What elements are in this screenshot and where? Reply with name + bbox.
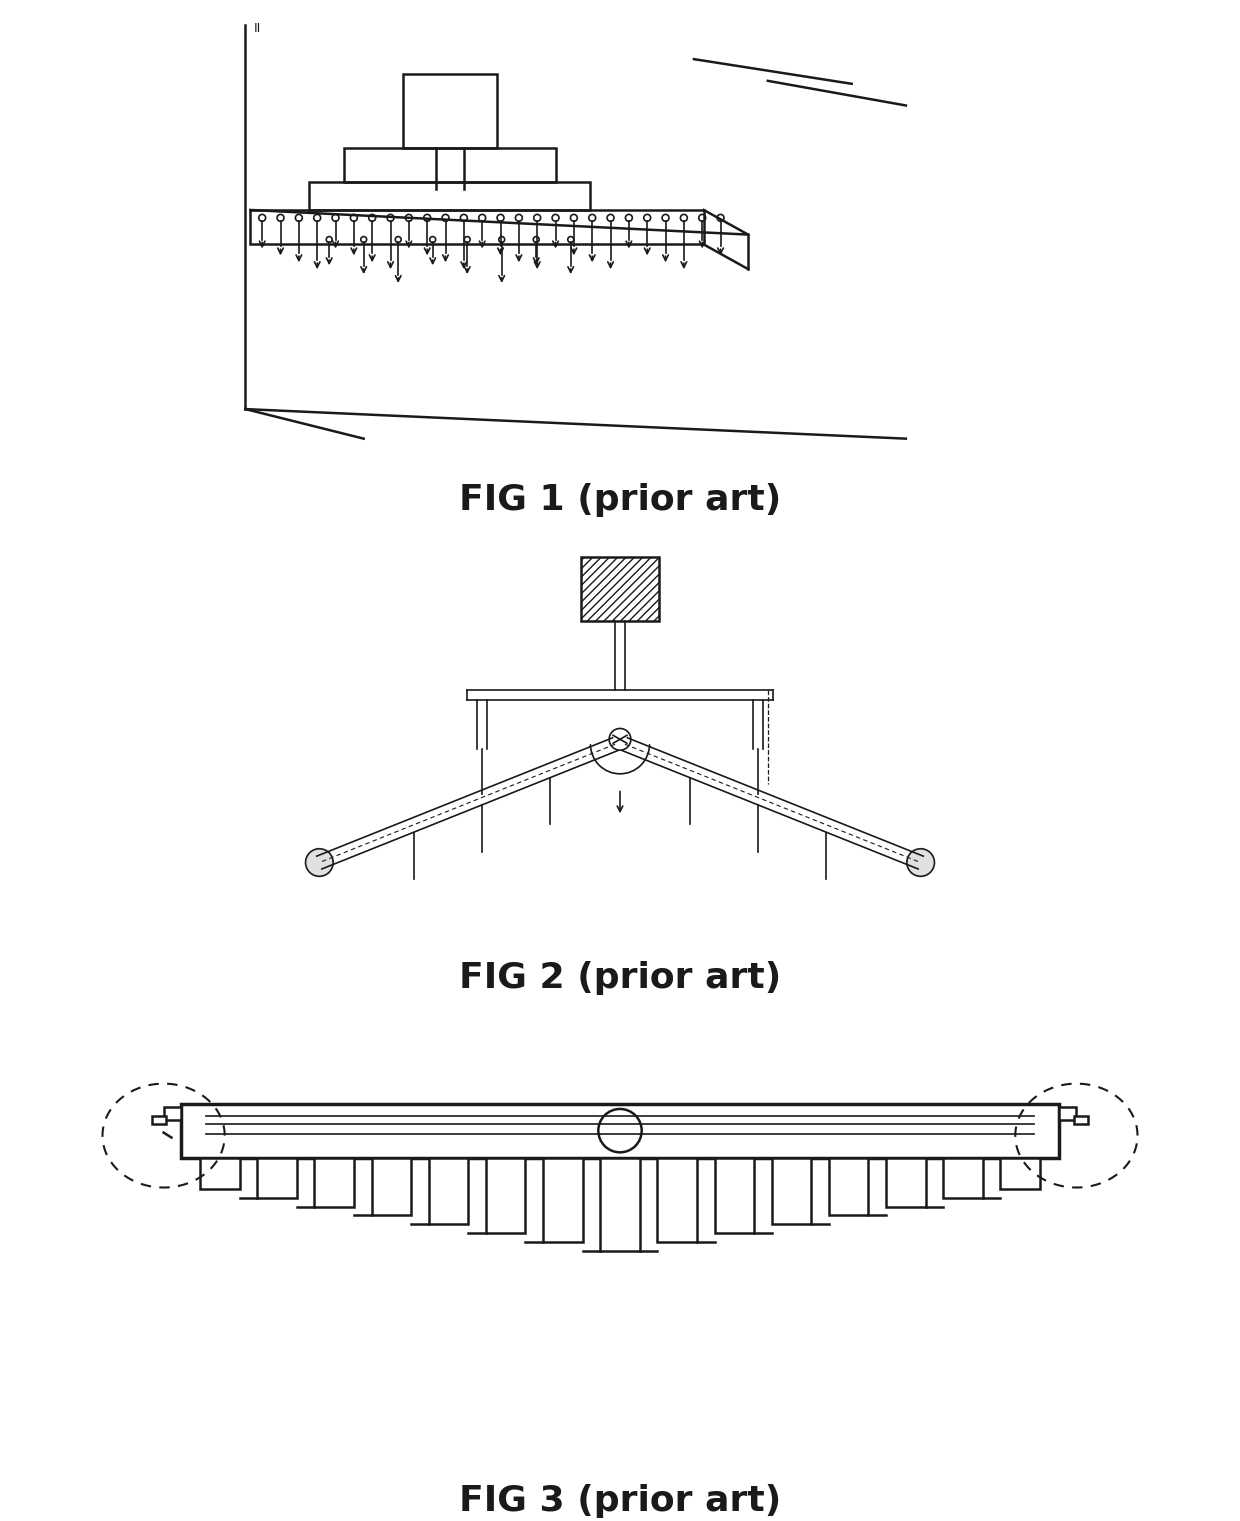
Bar: [944, 1159, 983, 1197]
Bar: [310, 183, 590, 210]
Circle shape: [906, 849, 935, 876]
Bar: [657, 1159, 697, 1243]
Bar: [200, 1159, 239, 1189]
Bar: [429, 1159, 469, 1224]
Bar: [343, 148, 556, 183]
Bar: [403, 75, 497, 148]
Bar: [257, 1159, 296, 1197]
Text: FIG 2 (prior art): FIG 2 (prior art): [459, 961, 781, 995]
Circle shape: [599, 1109, 641, 1153]
Bar: [372, 1159, 410, 1215]
Bar: [164, 1107, 181, 1119]
Text: FIG 3 (prior art): FIG 3 (prior art): [459, 1483, 781, 1518]
Circle shape: [305, 849, 334, 876]
Bar: [714, 1159, 754, 1234]
Bar: [887, 1159, 925, 1206]
Bar: [486, 1159, 526, 1234]
Bar: [600, 1159, 640, 1250]
Bar: [151, 1116, 166, 1124]
Circle shape: [609, 729, 631, 750]
Bar: [830, 1159, 868, 1215]
Bar: [250, 210, 704, 245]
Bar: [181, 1104, 1059, 1159]
Text: II: II: [253, 21, 260, 35]
Bar: [315, 1159, 353, 1206]
Bar: [1001, 1159, 1040, 1189]
Bar: [580, 557, 660, 621]
Bar: [1059, 1107, 1076, 1119]
Bar: [771, 1159, 811, 1224]
Text: FIG 1 (prior art): FIG 1 (prior art): [459, 484, 781, 517]
Bar: [1074, 1116, 1089, 1124]
Bar: [543, 1159, 583, 1243]
